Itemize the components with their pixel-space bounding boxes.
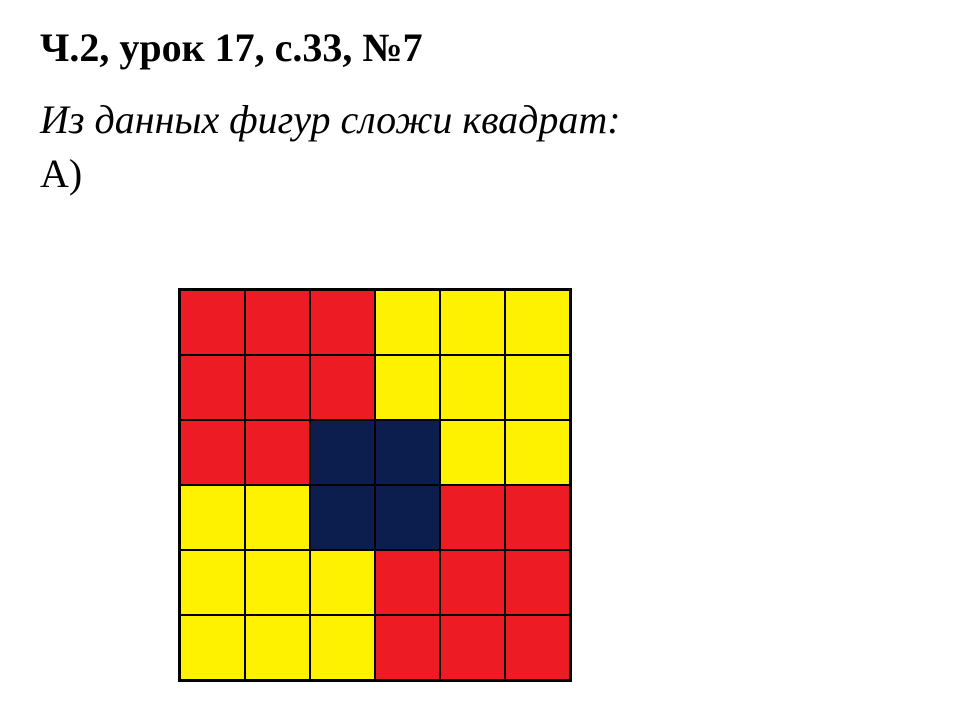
grid-cell (375, 420, 440, 485)
grid-cell (505, 290, 570, 355)
grid-cell (245, 420, 310, 485)
variant-label: А) (40, 150, 82, 197)
grid-cell (245, 355, 310, 420)
grid-cell (245, 615, 310, 680)
grid-cell (310, 420, 375, 485)
grid-cell (245, 550, 310, 615)
grid-cell (310, 615, 375, 680)
grid-cell (310, 550, 375, 615)
grid-cell (505, 615, 570, 680)
grid-cell (180, 420, 245, 485)
grid-cell (505, 420, 570, 485)
grid-cell (180, 550, 245, 615)
grid-cell (505, 550, 570, 615)
grid-cell (245, 485, 310, 550)
grid-cell (375, 290, 440, 355)
grid-cell (245, 290, 310, 355)
exercise-instruction: Из данных фигур сложи квадрат: (40, 96, 621, 143)
page-root: { "header": { "title": "Ч.2, урок 17, с.… (0, 0, 964, 702)
grid-cell (505, 485, 570, 550)
exercise-title: Ч.2, урок 17, с.33, №7 (40, 24, 423, 71)
grid-cell (375, 550, 440, 615)
grid-cell (375, 355, 440, 420)
grid-cell (180, 485, 245, 550)
grid-cell (440, 550, 505, 615)
square-grid-figure (178, 288, 572, 682)
grid-cell (180, 615, 245, 680)
grid-cell (310, 290, 375, 355)
grid-cell (375, 615, 440, 680)
grid-cell (440, 485, 505, 550)
grid-cell (180, 290, 245, 355)
grid-cell (440, 355, 505, 420)
grid-cell (310, 355, 375, 420)
grid-cell (310, 485, 375, 550)
grid-cell (440, 615, 505, 680)
grid-cell (180, 355, 245, 420)
grid-cell (375, 485, 440, 550)
grid-cell (440, 290, 505, 355)
grid-cell (440, 420, 505, 485)
grid-cell (505, 355, 570, 420)
